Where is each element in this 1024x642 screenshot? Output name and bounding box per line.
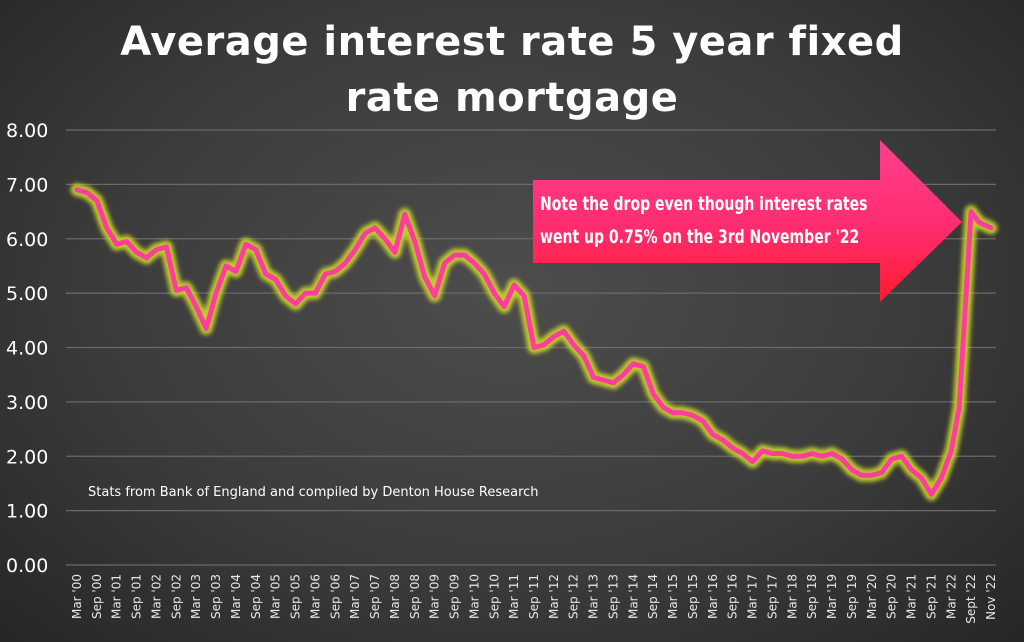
x-tick-label: Sept '22 — [964, 574, 978, 624]
x-tick-label: Sep '11 — [527, 574, 541, 619]
x-tick-label: Mar '06 — [308, 574, 322, 619]
x-tick-label: Mar '07 — [348, 574, 362, 619]
x-tick-label: Sep '12 — [567, 574, 581, 619]
x-tick-label: Sep '04 — [249, 574, 263, 619]
x-tick-label: Sep '09 — [448, 574, 462, 619]
chart-title: Average interest rate 5 year fixed rate … — [0, 14, 1024, 126]
x-tick-label: Sep '14 — [646, 574, 660, 619]
x-tick-label: Mar '03 — [189, 574, 203, 619]
x-tick-label: Sep '20 — [885, 574, 899, 619]
x-tick-label: Sep '01 — [130, 574, 144, 619]
x-tick-label: Sep '17 — [765, 574, 779, 619]
series-layer — [70, 183, 998, 501]
x-tick-label: Sep '16 — [726, 574, 740, 619]
x-tick-label: Mar '13 — [587, 574, 601, 619]
chart-title-line-1: Average interest rate 5 year fixed — [120, 19, 904, 65]
x-tick-label: Mar '02 — [149, 574, 163, 619]
x-tick-label: Mar '10 — [467, 574, 481, 619]
annotation-arrow — [533, 140, 962, 302]
x-tick-label: Mar '12 — [547, 574, 561, 619]
x-tick-label: Mar '08 — [388, 574, 402, 619]
x-tick-label: Sep '07 — [368, 574, 382, 619]
x-tick-label: Mar '16 — [706, 574, 720, 619]
y-tick-label: 0.00 — [6, 555, 48, 577]
y-tick-label: 5.00 — [6, 283, 48, 305]
x-tick-label: Sep '06 — [328, 574, 342, 619]
source-note: Stats from Bank of England and compiled … — [88, 485, 539, 500]
x-tick-label: Mar '21 — [905, 574, 919, 619]
y-tick-label: 4.00 — [6, 338, 48, 360]
x-tick-label: Mar '01 — [110, 574, 124, 619]
y-tick-label: 7.00 — [6, 174, 48, 196]
x-tick-label: Sep '21 — [924, 574, 938, 619]
x-tick-label: Sep '19 — [845, 574, 859, 619]
y-tick-label: 3.00 — [6, 392, 48, 414]
x-axis-tick-labels: Mar '00 Sep '00 Mar '01 Sep '01 Mar '02 Sep '… — [70, 574, 998, 624]
y-tick-label: 1.00 — [6, 501, 48, 523]
x-tick-label: Sep '13 — [606, 574, 620, 619]
x-tick-label: Sep '10 — [487, 574, 501, 619]
x-tick-label: Mar '20 — [865, 574, 879, 619]
chart-title-line-2: rate mortgage — [345, 75, 679, 121]
x-tick-label: Mar '09 — [428, 574, 442, 619]
y-tick-label: 6.00 — [6, 229, 48, 251]
x-tick-label: Sep '18 — [805, 574, 819, 619]
x-tick-label: Mar '05 — [269, 574, 283, 619]
x-tick-label: Mar '17 — [746, 574, 760, 619]
x-tick-label: Mar '00 — [70, 574, 84, 619]
annotation-note-line-2: went up 0.75% on the 3rd November '22 — [540, 226, 860, 248]
x-tick-label: Mar '18 — [785, 574, 799, 619]
x-tick-label: Sep '15 — [686, 574, 700, 619]
x-tick-label: Mar '14 — [626, 574, 640, 619]
annotation-note-line-1: Note the drop even though interest rates — [540, 193, 868, 215]
x-tick-label: Sep '02 — [169, 574, 183, 619]
x-tick-label: Nov '22 — [984, 574, 998, 620]
x-tick-label: Mar '15 — [666, 574, 680, 619]
x-tick-label: Mar '04 — [229, 574, 243, 619]
y-tick-label: 2.00 — [6, 446, 48, 468]
annotation-note: Note the drop even though interest rates… — [540, 188, 868, 254]
x-tick-label: Sep '03 — [209, 574, 223, 619]
x-tick-label: Mar '19 — [825, 574, 839, 619]
x-tick-label: Mar '22 — [944, 574, 958, 619]
y-tick-label: 8.00 — [6, 120, 48, 142]
x-tick-label: Mar '11 — [507, 574, 521, 619]
x-tick-label: Sep '05 — [289, 574, 303, 619]
y-axis-tick-labels: 0.00 1.00 2.00 3.00 4.00 5.00 6.00 7.00 8.00 — [6, 120, 48, 577]
x-tick-label: Sep '00 — [90, 574, 104, 619]
x-tick-label: Sep '08 — [408, 574, 422, 619]
